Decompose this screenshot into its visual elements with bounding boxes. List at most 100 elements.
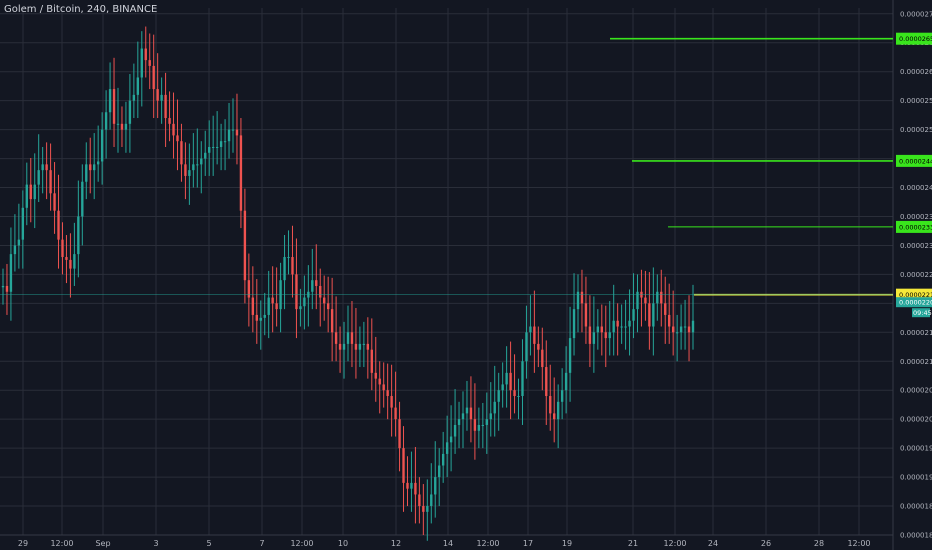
x-tick-label: 10 (338, 539, 348, 548)
candle-body (81, 181, 84, 217)
candle-body (45, 164, 48, 171)
x-tick-label: Sep (95, 539, 110, 548)
y-tick-label: 0.00002500 (900, 126, 932, 134)
secondary-price-label: 0.00002202 (899, 299, 932, 307)
chart-title: Golem / Bitcoin, 240, BINANCE (4, 4, 158, 15)
candle-body (350, 332, 354, 344)
candle-body (323, 297, 326, 304)
level-tag-label: 0.00002215 (899, 291, 932, 299)
candle-body (422, 506, 425, 512)
candle-body (330, 309, 334, 333)
candle-body (632, 309, 635, 321)
candle-body (521, 361, 524, 397)
candle-body (211, 146, 215, 148)
candle-body (656, 291, 659, 304)
candle-body (247, 280, 251, 298)
level-tag-label: 0.00002332 (899, 223, 932, 231)
x-tick-label: 12:00 (476, 539, 499, 548)
candle-body (556, 401, 560, 420)
candle-body (128, 100, 132, 124)
candle-body (588, 326, 592, 344)
candle-body (96, 161, 100, 165)
candle-body (29, 184, 32, 200)
x-tick-label: 12:00 (290, 539, 313, 548)
candle-body (572, 309, 576, 339)
level-tag (896, 32, 932, 45)
candle-body (311, 280, 314, 292)
candle-body (386, 390, 389, 397)
candle-body (493, 401, 496, 414)
candle-body (426, 506, 429, 512)
candle-body (283, 257, 286, 281)
candle-body (140, 48, 143, 78)
candle-body (255, 314, 258, 321)
candle-body (489, 413, 492, 420)
candle-body (208, 146, 211, 153)
y-tick-label: 0.00002000 (900, 416, 932, 424)
candle-body (366, 343, 370, 350)
x-tick-label: 21 (628, 539, 638, 548)
candle-body (239, 135, 243, 211)
candle-body (430, 494, 433, 507)
candle-body (223, 141, 227, 143)
candle-body (461, 413, 465, 420)
y-tick-label: 0.00002300 (900, 242, 932, 250)
candle-body (204, 152, 207, 159)
candle-body (537, 343, 540, 350)
y-tick-label: 0.00002700 (900, 10, 932, 18)
candle-body (596, 326, 600, 333)
candle-body (346, 332, 350, 344)
candle-body (668, 314, 671, 327)
candle-body (89, 164, 92, 171)
candle-body (215, 146, 219, 148)
candle-body (683, 326, 687, 328)
candle-body (196, 164, 199, 166)
candle-body (136, 77, 140, 95)
candle-body (184, 164, 187, 176)
x-tick-label: 12:00 (50, 539, 73, 548)
candle-body (549, 396, 552, 414)
x-tick-label: 17 (523, 539, 533, 548)
candle-body (394, 407, 397, 420)
candle-body (402, 448, 405, 483)
candle-body (267, 297, 270, 315)
candle-body (497, 390, 500, 402)
candle-body (414, 482, 417, 495)
x-tick-label: 26 (761, 539, 771, 548)
candle-body (648, 303, 651, 327)
candle-body (93, 164, 96, 171)
candle-body (291, 257, 294, 275)
candle-body (13, 245, 17, 255)
y-tick-label: 0.00002250 (900, 271, 932, 279)
x-tick-label: 12:00 (847, 539, 870, 548)
level-tag (896, 220, 932, 233)
y-tick-label: 0.00002600 (900, 68, 932, 76)
candle-body (112, 89, 116, 124)
candle-body (362, 343, 366, 345)
candle-body (664, 303, 667, 315)
level-tag-label: 0.00002446 (899, 157, 932, 165)
candle-body (49, 170, 52, 194)
candle-body (53, 193, 56, 211)
candle-body (334, 332, 338, 344)
candle-body (259, 317, 262, 321)
candle-body (616, 320, 619, 327)
candle-body (398, 419, 401, 449)
x-tick-label: 19 (562, 539, 572, 548)
candle-body (560, 390, 564, 402)
candle-body (445, 442, 449, 454)
candle-body (219, 141, 223, 147)
candle-body (100, 129, 104, 162)
y-tick-label: 0.00002150 (900, 329, 932, 337)
candle-body (584, 303, 588, 327)
candle-body (636, 291, 639, 310)
candle-body (132, 94, 136, 101)
y-tick-label: 0.00002550 (900, 97, 932, 105)
candle-body (513, 390, 516, 397)
candle-body (477, 424, 481, 431)
candle-body (576, 291, 580, 310)
candle-body (529, 326, 532, 333)
candle-body (505, 372, 508, 385)
candle-body (592, 332, 596, 344)
